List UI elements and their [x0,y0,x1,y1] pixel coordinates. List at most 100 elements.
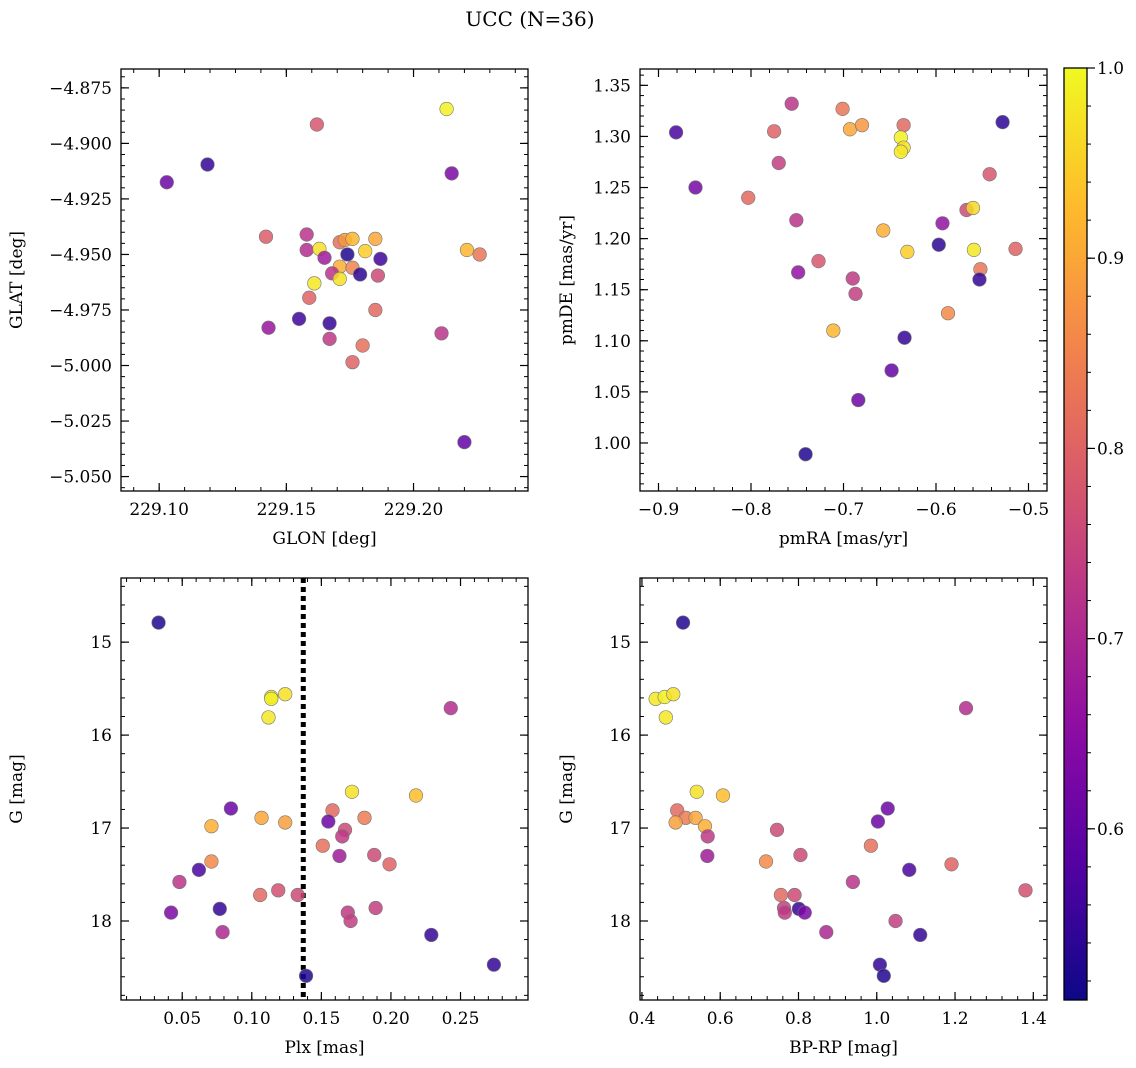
data-point [884,363,899,378]
data-point [689,784,704,799]
data-point [298,968,314,983]
data-point [321,814,336,829]
colorbar-tick-label: 1.0 [1097,59,1124,79]
x-tick-label: 229.10 [129,500,188,520]
panel-4: 0.4 0.6 0.8 1.0 1.2 1.4 15 16 17 18 BP-RP [mag] G [… [557,577,1048,1058]
data-point [444,166,459,181]
data-point [486,957,502,972]
x-tick-label: 0.4 [628,1009,655,1029]
data-point [845,271,860,286]
data-point [848,286,863,301]
data-point [459,242,475,258]
data-point [715,788,731,803]
data-point [897,330,912,345]
x-tick-label: −0.7 [823,500,864,520]
data-point [163,905,179,920]
data-point [870,814,886,829]
panel-3: 0.05 0.10 0.15 0.20 0.25 15 16 17 18 Plx [mas] G [… [7,577,529,1058]
data-point [172,874,187,890]
data-point [264,691,279,706]
data-point [443,701,458,716]
data-point [940,306,956,321]
y-tick-label: −5.050 [49,468,112,488]
y-tick-label: 1.15 [593,281,631,301]
data-point [793,847,808,863]
data-point [777,905,792,920]
data-point [797,905,812,920]
data-point [972,272,987,287]
data-point [223,801,239,816]
y-tick-label: 1.10 [593,332,631,352]
data-point [842,122,858,137]
data-point [995,115,1010,130]
x-tick-label: 0.15 [302,1009,340,1029]
data-point [896,118,911,133]
x-tick-label: 0.10 [233,1009,271,1029]
data-point [200,157,215,172]
data-point [299,227,314,242]
x-tick-label: 0.20 [372,1009,410,1029]
data-point [307,276,322,291]
x-tick-label: 0.25 [442,1009,480,1029]
data-point [191,862,207,877]
data-point [315,838,330,853]
data-point [302,290,317,305]
data-point [215,925,230,940]
data-point [335,829,350,844]
axes-frame [639,577,1048,1001]
data-point [668,815,683,830]
data-point [700,848,715,864]
data-point [345,355,360,370]
data-point [368,900,383,916]
points [648,615,1033,983]
data-point [258,229,274,244]
data-point [345,231,360,247]
data-point [344,784,360,799]
data-point [278,815,293,830]
data-point [900,244,915,260]
data-point [254,810,269,825]
data-point [944,857,959,872]
y-tick-label: 1.25 [593,179,631,199]
colorbar-gradient [1063,67,1088,1001]
data-point [278,687,293,702]
data-point [343,913,358,929]
y-axis-label: G [mag] [7,754,27,823]
points [159,101,487,450]
y-tick-label: 18 [609,912,631,932]
axes-frame [120,577,529,1001]
data-point [666,687,681,702]
data-point [204,854,219,869]
colorbar-tick-label: 0.7 [1097,630,1124,650]
colorbar-tick-label: 0.6 [1097,820,1124,840]
data-point [851,392,866,408]
y-tick-label: 1.30 [593,127,631,147]
y-tick-label: 15 [90,633,112,653]
data-point [367,847,382,863]
panel-2: −0.9 −0.8 −0.7 −0.6 −0.5 1.00 1.05 1.10 1.15 1.20… [557,68,1049,549]
data-point [355,338,370,353]
x-tick-label: 229.20 [384,500,443,520]
data-point [317,250,332,265]
x-tick-label: 1.4 [1020,1009,1047,1029]
y-tick-label: −5.025 [49,412,112,432]
colorbar-tick-label: 0.8 [1097,439,1124,459]
data-point [253,887,268,903]
y-axis-label: G [mag] [557,754,577,823]
data-point [261,710,276,725]
axes-frame [120,68,529,492]
data-point [769,822,785,837]
data-point [299,242,314,258]
data-point [966,242,982,257]
y-tick-label: −4.875 [49,79,112,99]
data-point [382,857,397,872]
y-tick-label: 16 [90,726,112,746]
data-point [271,883,286,898]
data-point [688,180,703,195]
data-point [876,223,891,238]
data-point [758,854,774,869]
data-point [876,968,891,983]
y-tick-label: −4.950 [49,245,112,265]
x-tick-label: 1.2 [942,1009,969,1029]
